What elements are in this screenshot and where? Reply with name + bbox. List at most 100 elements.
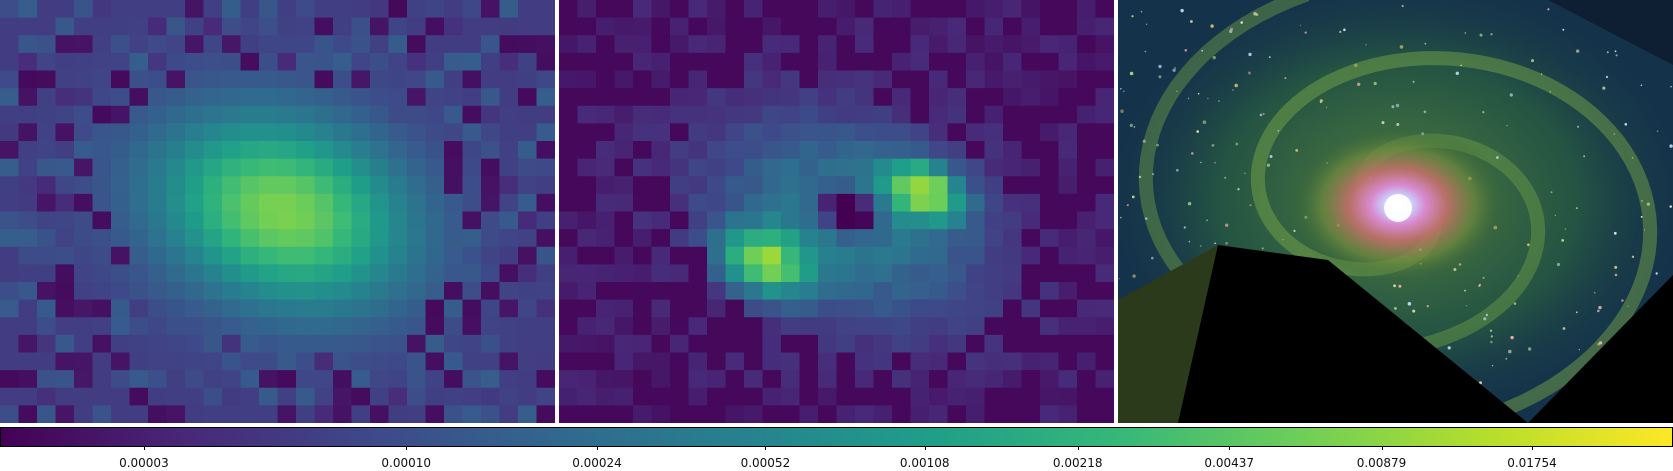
heatmap-cell bbox=[111, 317, 131, 336]
heatmap-cell bbox=[818, 352, 838, 371]
heatmap-cell bbox=[892, 70, 912, 89]
heatmap-cell bbox=[744, 141, 764, 160]
heatmap-cell bbox=[688, 299, 708, 318]
heatmap-cell bbox=[37, 52, 57, 72]
heatmap-cell bbox=[836, 123, 856, 142]
heatmap-cell bbox=[444, 0, 464, 19]
heatmap-cell bbox=[296, 176, 316, 195]
heatmap-cell bbox=[836, 264, 856, 283]
heatmap-cell bbox=[855, 352, 875, 371]
star-point bbox=[1643, 229, 1646, 231]
heatmap-cell bbox=[818, 0, 838, 19]
heatmap-cell bbox=[1095, 334, 1114, 354]
heatmap-cell bbox=[185, 141, 205, 160]
star-point bbox=[1496, 156, 1499, 159]
heatmap-cell bbox=[314, 229, 334, 248]
star-point bbox=[1248, 52, 1252, 57]
heatmap-cell bbox=[499, 141, 519, 160]
heatmap-cell bbox=[781, 264, 801, 283]
star-point bbox=[1597, 309, 1600, 313]
heatmap-cell bbox=[1077, 211, 1097, 230]
star-point bbox=[1576, 49, 1580, 53]
heatmap-cell bbox=[910, 123, 930, 142]
heatmap-cell bbox=[984, 0, 1004, 19]
heatmap-cell bbox=[129, 158, 149, 177]
heatmap-cell bbox=[707, 141, 727, 160]
heatmap-cell bbox=[1003, 123, 1023, 142]
heatmap-cell bbox=[725, 52, 745, 72]
heatmap-cell bbox=[444, 282, 464, 301]
heatmap-cell bbox=[462, 123, 482, 142]
heatmap-cell bbox=[314, 282, 334, 301]
heatmap-cell bbox=[725, 246, 745, 265]
heatmap-cell bbox=[148, 123, 168, 142]
heatmap-cell bbox=[425, 387, 445, 406]
heatmap-cell bbox=[481, 229, 501, 248]
heatmap-cell bbox=[873, 88, 893, 107]
heatmap-cell bbox=[1003, 229, 1023, 248]
heatmap-cell bbox=[518, 352, 538, 371]
heatmap-cell bbox=[910, 88, 930, 107]
heatmap-cell bbox=[725, 176, 745, 195]
heatmap-cell bbox=[836, 246, 856, 265]
heatmap-cell bbox=[259, 246, 279, 265]
heatmap-cell bbox=[929, 299, 949, 318]
heatmap-cell bbox=[37, 123, 57, 142]
heatmap-cell bbox=[984, 299, 1004, 318]
heatmap-cell bbox=[222, 0, 242, 19]
heatmap-cell bbox=[725, 0, 745, 19]
heatmap-cell bbox=[388, 52, 408, 72]
heatmap-cell bbox=[370, 299, 390, 318]
heatmap-cell bbox=[259, 352, 279, 371]
heatmap-cell bbox=[518, 70, 538, 89]
heatmap-panel-single-source bbox=[0, 0, 555, 423]
heatmap-cell bbox=[240, 52, 260, 72]
heatmap-cell bbox=[633, 17, 653, 36]
heatmap-cell bbox=[185, 334, 205, 354]
heatmap-cell bbox=[462, 35, 482, 54]
heatmap-cell bbox=[707, 123, 727, 142]
heatmap-cell bbox=[688, 52, 708, 72]
heatmap-cell bbox=[333, 334, 353, 354]
heatmap-cell bbox=[670, 264, 690, 283]
heatmap-cell bbox=[92, 158, 112, 177]
colorbar-tick-mark bbox=[924, 446, 926, 450]
heatmap-cell bbox=[0, 158, 20, 177]
heatmap-cell bbox=[966, 193, 986, 213]
heatmap-cell bbox=[1095, 352, 1114, 371]
star-point bbox=[1575, 311, 1578, 314]
heatmap-cell bbox=[536, 52, 555, 72]
heatmap-cell bbox=[1040, 317, 1060, 336]
star-point bbox=[1129, 123, 1133, 127]
heatmap-cell bbox=[333, 176, 353, 195]
heatmap-cell bbox=[910, 246, 930, 265]
heatmap-cell bbox=[688, 334, 708, 354]
heatmap-cell bbox=[929, 370, 949, 389]
heatmap-cell bbox=[1095, 105, 1114, 124]
star-point bbox=[1640, 84, 1643, 87]
heatmap-cell bbox=[1003, 282, 1023, 301]
heatmap-cell bbox=[596, 299, 616, 318]
star-point bbox=[1577, 125, 1580, 128]
heatmap-cell bbox=[481, 17, 501, 36]
heatmap-cell bbox=[559, 229, 579, 248]
heatmap-cell bbox=[1003, 246, 1023, 265]
heatmap-cell bbox=[259, 193, 279, 213]
heatmap-cell bbox=[499, 405, 519, 423]
heatmap-cell bbox=[1040, 211, 1060, 230]
heatmap-cell bbox=[651, 229, 671, 248]
heatmap-cell bbox=[614, 299, 634, 318]
heatmap-cell bbox=[781, 0, 801, 19]
star-point bbox=[1282, 239, 1284, 241]
heatmap-cell bbox=[407, 370, 427, 389]
heatmap-cell bbox=[425, 17, 445, 36]
heatmap-cell bbox=[55, 264, 75, 283]
heatmap-cell bbox=[296, 282, 316, 301]
heatmap-cell bbox=[499, 246, 519, 265]
heatmap-cell bbox=[185, 52, 205, 72]
heatmap-cell bbox=[240, 105, 260, 124]
heatmap-cell bbox=[388, 158, 408, 177]
heatmap-cell bbox=[444, 158, 464, 177]
heatmap-cell bbox=[518, 317, 538, 336]
heatmap-cell bbox=[633, 0, 653, 19]
